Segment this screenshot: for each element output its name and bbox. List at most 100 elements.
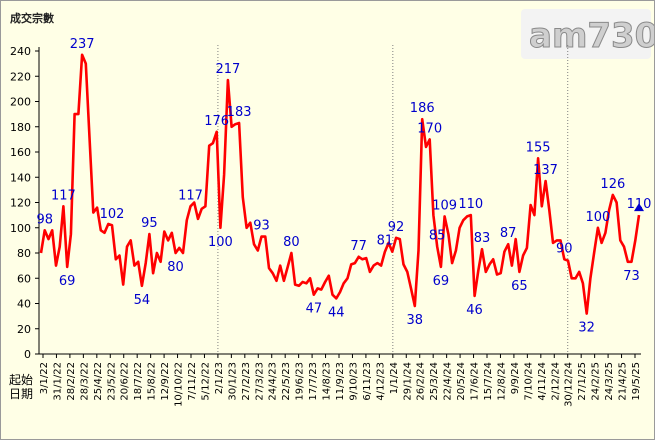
y-tick-label: 220 (10, 70, 31, 83)
y-tick-label: 160 (10, 146, 31, 159)
logo: am730 (521, 9, 654, 59)
data-label: 117 (51, 188, 76, 203)
x-tick-label: 15/7/24 (483, 362, 494, 401)
data-label: 110 (627, 197, 652, 212)
data-label: 170 (417, 121, 442, 136)
x-tick-label: 11/9/23 (335, 362, 346, 401)
x-tick-label: 19/6/23 (295, 362, 306, 401)
x-tick-label: 21/4/25 (618, 362, 629, 401)
x-tick-label: 7/10/24 (523, 362, 534, 401)
x-tick-label: 2/1/23 (214, 362, 225, 394)
x-tick-label: 9/9/24 (510, 362, 521, 394)
data-label: 137 (533, 163, 558, 178)
y-tick-label: 40 (17, 298, 31, 311)
x-tick-label: 12/9/22 (160, 362, 171, 401)
data-label: 98 (36, 212, 53, 227)
x-tick-label: 28/3/22 (79, 362, 90, 401)
x-tick-label: 20/5/24 (456, 362, 467, 401)
data-label: 117 (178, 188, 203, 203)
x-tick-label: 27/3/23 (254, 362, 265, 401)
data-label: 109 (432, 198, 457, 213)
x-tick-label: 6/11/23 (362, 362, 373, 401)
data-label: 237 (70, 37, 95, 52)
data-labels: 98 117 69 237 102 54 95 80 117 176 100 217 183 93 80 47… (36, 37, 651, 336)
x-tick-label: 17/7/23 (308, 362, 319, 401)
x-tick-label: 27/2/23 (241, 362, 252, 401)
data-label: 155 (526, 140, 551, 155)
data-label: 126 (600, 177, 625, 192)
data-label: 47 (306, 302, 323, 317)
y-tick-label: 80 (17, 247, 31, 260)
x-tick-label: 27/1/25 (577, 362, 588, 401)
y-tick-label: 60 (17, 272, 31, 285)
x-tick-label: 12/8/24 (496, 362, 507, 401)
x-tick-label: 4/11/24 (537, 362, 548, 401)
x-tick-label: 30/12/24 (564, 362, 575, 407)
data-label: 100 (585, 210, 610, 225)
logo-background (521, 9, 651, 59)
logo-text: am730 (529, 16, 654, 56)
x-tick-label: 10/10/22 (174, 362, 185, 407)
data-label: 69 (433, 274, 450, 289)
x-tick-label: 20/6/22 (120, 362, 131, 401)
x-tick-label: 24/4/23 (268, 362, 279, 401)
data-label: 73 (623, 269, 640, 284)
x-tick-label: 9/10/23 (348, 362, 359, 401)
x-axis-label-line-1: 起始 (9, 373, 33, 387)
data-label: 69 (59, 274, 76, 289)
series-group (39, 53, 644, 315)
data-label: 85 (429, 229, 446, 244)
data-label: 87 (500, 226, 517, 241)
data-label: 44 (328, 305, 345, 320)
data-label: 92 (388, 220, 405, 235)
data-label: 65 (511, 279, 528, 294)
data-label: 38 (406, 313, 423, 328)
x-tick-label: 23/5/22 (106, 362, 117, 401)
x-tick-label: 28/2/22 (66, 362, 77, 401)
data-label: 95 (141, 216, 158, 231)
data-label: 83 (474, 231, 491, 246)
x-tick-label: 3/1/22 (39, 362, 50, 394)
y-tick-label: 100 (10, 222, 31, 235)
data-label: 102 (100, 207, 125, 222)
y-tick-label: 120 (10, 197, 31, 210)
x-tick-label: 4/12/23 (375, 362, 386, 401)
x-axis-label-line-2: 日期 (9, 387, 33, 401)
data-label: 183 (227, 105, 252, 120)
latest-point-marker (634, 203, 644, 212)
x-tick-label: 25/3/24 (429, 362, 440, 401)
x-tick-label: 24/3/25 (604, 362, 615, 401)
data-label: 81 (377, 234, 394, 249)
x-tick-label: 1/1/24 (389, 362, 400, 394)
y-axis: 0 20 40 60 80 100 120 140 160 180 200 220 240 (10, 45, 40, 361)
data-label: 217 (215, 62, 240, 77)
year-dividers (217, 45, 569, 354)
y-tick-label: 180 (10, 121, 31, 134)
data-label: 176 (204, 114, 229, 129)
x-tick-label: 25/4/22 (93, 362, 104, 401)
data-label: 100 (208, 235, 233, 250)
x-tick-label: 24/2/25 (591, 362, 602, 401)
x-tick-label: 30/1/23 (227, 362, 238, 401)
y-tick-label: 240 (10, 45, 31, 58)
data-label: 186 (410, 101, 435, 116)
x-tick-label: 29/1/24 (402, 362, 413, 401)
series-line (39, 53, 641, 315)
x-tick-label: 7/11/22 (187, 362, 198, 401)
data-label: 93 (253, 219, 270, 234)
data-label: 54 (134, 293, 151, 308)
y-tick-label: 140 (10, 171, 31, 184)
data-label: 32 (578, 321, 595, 336)
x-tick-label: 17/6/24 (470, 362, 481, 401)
x-tick-label: 15/8/22 (147, 362, 158, 401)
data-label: 77 (350, 239, 367, 254)
x-tick-label: 22/5/23 (281, 362, 292, 401)
x-tick-label: 14/8/23 (322, 362, 333, 401)
x-tick-label: 31/1/22 (52, 362, 63, 401)
y-tick-label: 20 (17, 323, 31, 336)
x-tick-label: 18/7/22 (133, 362, 144, 401)
data-label: 46 (466, 303, 483, 318)
y-axis-label: 成交宗數 (10, 11, 54, 25)
